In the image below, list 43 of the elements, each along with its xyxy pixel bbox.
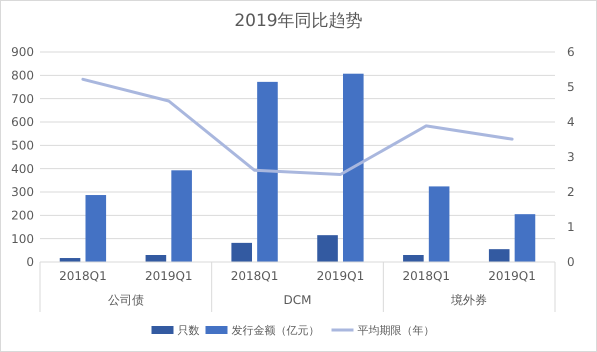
bar <box>342 74 364 262</box>
y2-tick-label: 4 <box>567 115 575 130</box>
text: DCM <box>284 293 312 307</box>
bar <box>146 255 166 262</box>
x-tick-label: 2019Q1 <box>488 269 536 283</box>
bar <box>231 242 252 262</box>
bar <box>317 235 338 262</box>
legend-label: 平均期限（年） <box>358 324 434 337</box>
x-tick-label: 2019Q1 <box>316 269 364 283</box>
y-tick-label: 600 <box>11 115 34 130</box>
y2-tick-label: 0 <box>567 255 575 270</box>
legend-label: 发行金额（亿元） <box>232 324 320 337</box>
y2-tick-label: 2 <box>567 185 575 200</box>
bar <box>60 258 80 262</box>
y-tick-label: 500 <box>11 138 34 153</box>
y-tick-label: 800 <box>11 68 34 83</box>
y-tick-label: 100 <box>11 232 34 246</box>
bar <box>428 186 450 262</box>
text: 公司债 <box>108 293 144 307</box>
bar <box>171 170 192 262</box>
y2-tick-label: 5 <box>567 80 575 94</box>
y2-tick-label: 3 <box>567 150 575 164</box>
x-tick-label: 2018Q1 <box>59 269 107 283</box>
bar <box>403 255 424 262</box>
y-tick-label: 300 <box>11 185 34 200</box>
bar <box>514 214 536 262</box>
y2-tick-label: 6 <box>567 45 575 60</box>
y2-tick-label: 1 <box>567 220 575 234</box>
y-tick-label: 900 <box>11 45 34 60</box>
y-tick-label: 200 <box>11 208 34 223</box>
y-tick-label: 0 <box>26 255 34 270</box>
line-series <box>81 78 514 176</box>
bar <box>85 195 106 262</box>
bar <box>488 249 510 262</box>
x-tick-label: 2018Q1 <box>230 269 278 283</box>
chart-title: 2019年同比趋势 <box>234 11 363 31</box>
x-tick-label: 2019Q1 <box>144 269 193 283</box>
text: 境外券 <box>450 293 488 307</box>
y-tick-label: 400 <box>11 162 34 176</box>
legend-label: 只数 <box>178 324 200 337</box>
bar <box>257 82 278 262</box>
y-tick-label: 700 <box>11 92 34 106</box>
x-tick-label: 2018Q1 <box>402 269 450 283</box>
